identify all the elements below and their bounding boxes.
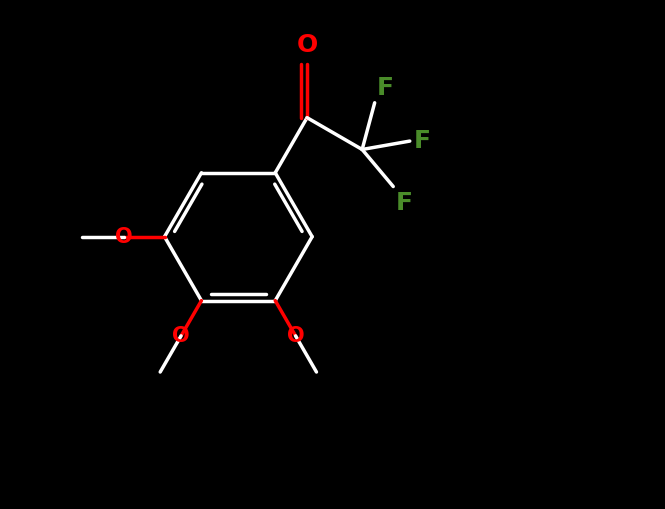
Text: O: O [287,326,305,346]
Text: F: F [414,129,431,153]
Text: F: F [377,76,394,100]
Text: O: O [297,33,318,57]
Text: O: O [115,227,132,247]
Text: F: F [395,190,412,215]
Text: O: O [172,326,190,346]
